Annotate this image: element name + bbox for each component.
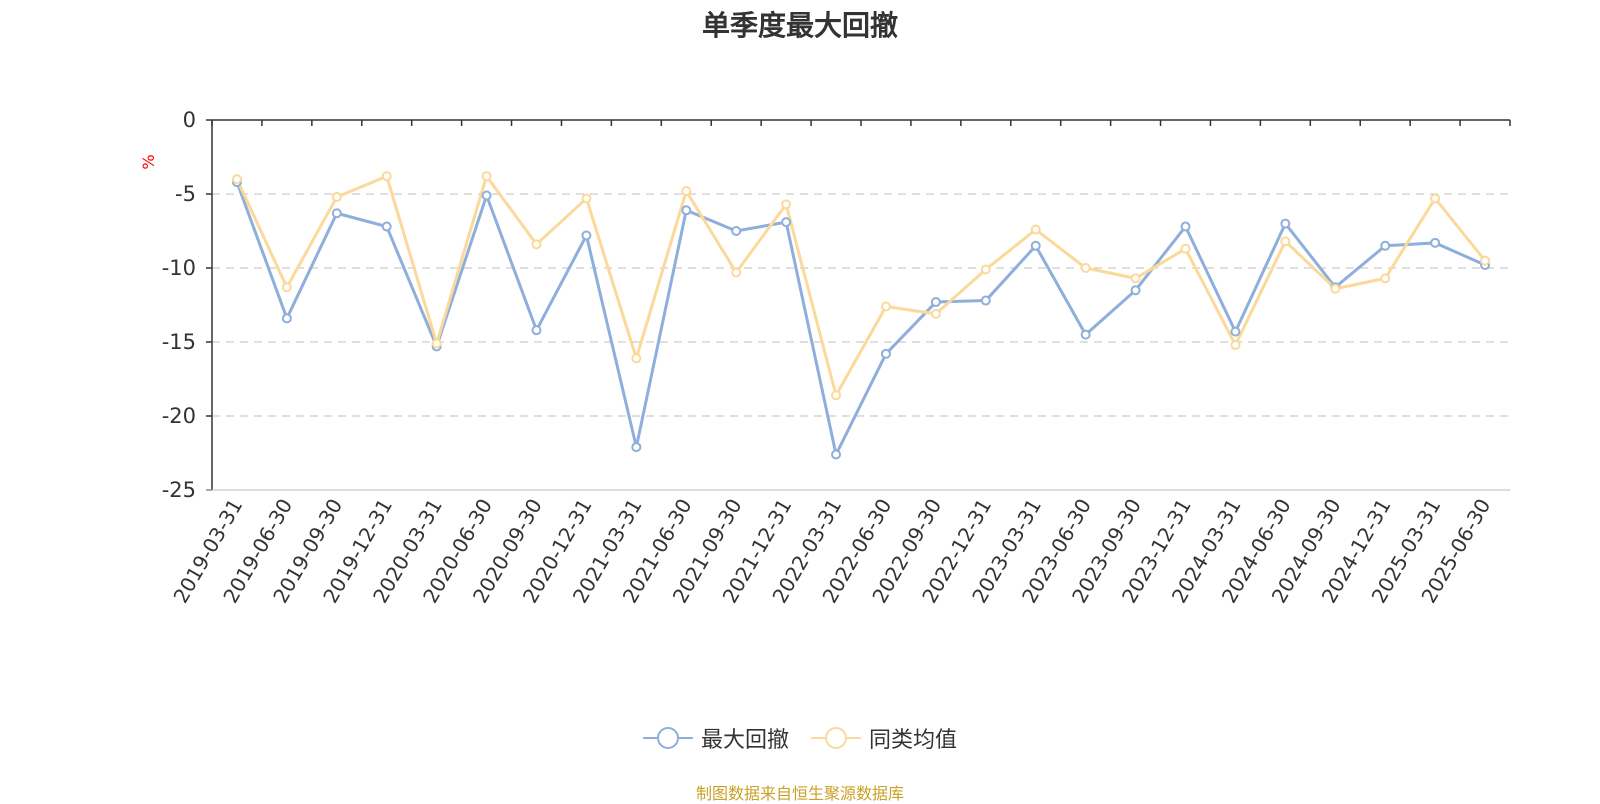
chart-title: 单季度最大回撤 xyxy=(701,9,898,42)
y-tick-label: 0 xyxy=(183,108,196,132)
legend-label-peer-average: 同类均值 xyxy=(869,728,958,753)
legend-item-peer-average[interactable]: 同类均值 xyxy=(811,722,957,754)
data-point xyxy=(831,390,842,401)
data-point xyxy=(781,217,792,228)
data-point xyxy=(481,190,492,201)
y-axis-label: % xyxy=(139,154,158,169)
data-point xyxy=(1430,237,1441,248)
data-point xyxy=(1180,243,1191,254)
legend-marker-peer-average xyxy=(811,727,861,749)
data-point xyxy=(1030,224,1041,235)
series xyxy=(231,171,1491,460)
y-tick-label: -20 xyxy=(162,404,196,428)
y-tick-label: -5 xyxy=(175,182,196,206)
y-tick-label: -25 xyxy=(162,478,196,502)
axes: 0-5-10-15-20-252019-03-312019-06-302019-… xyxy=(162,108,1511,607)
data-point xyxy=(431,338,442,349)
line-chart: 0-5-10-15-20-252019-03-312019-06-302019-… xyxy=(139,108,1511,607)
data-point xyxy=(930,308,941,319)
data-point xyxy=(681,186,692,197)
legend: 最大回撤 同类均值 xyxy=(0,722,1600,754)
data-point xyxy=(531,325,542,336)
data-point xyxy=(281,313,292,324)
data-point xyxy=(731,226,742,236)
data-point xyxy=(1230,326,1241,337)
data-point xyxy=(1130,273,1141,284)
data-point xyxy=(581,230,592,241)
data-point xyxy=(781,199,792,210)
data-point xyxy=(1280,236,1291,247)
legend-item-max-drawdown[interactable]: 最大回撤 xyxy=(642,722,789,754)
data-point xyxy=(631,353,642,364)
series-line-1 xyxy=(235,174,1487,397)
data-point xyxy=(281,282,292,293)
data-point xyxy=(631,442,642,453)
series-line-0 xyxy=(235,181,1486,456)
data-point xyxy=(880,348,891,359)
data-point xyxy=(381,221,392,232)
data-point xyxy=(1180,221,1191,232)
data-point xyxy=(831,449,842,460)
gridlines xyxy=(212,193,1510,417)
legend-label-max-drawdown: 最大回撤 xyxy=(700,728,789,753)
data-point xyxy=(331,191,342,202)
data-source-note: 制图数据来自恒生聚源数据库 xyxy=(695,784,904,803)
data-point xyxy=(481,171,492,182)
data-point xyxy=(1080,329,1091,340)
data-point xyxy=(1430,193,1441,204)
data-point xyxy=(1230,339,1241,350)
data-point xyxy=(231,174,242,185)
legend-marker-max-drawdown xyxy=(642,727,693,749)
data-point xyxy=(531,239,542,250)
data-point xyxy=(731,267,742,278)
data-point xyxy=(581,193,592,204)
y-tick-label: -10 xyxy=(162,256,196,280)
data-point xyxy=(1380,273,1391,284)
data-point xyxy=(980,295,991,306)
data-point xyxy=(930,297,941,308)
data-point xyxy=(880,301,891,312)
y-tick-label: -15 xyxy=(162,330,196,354)
data-point xyxy=(381,171,392,182)
data-point xyxy=(1330,283,1341,294)
data-point xyxy=(1030,240,1041,251)
data-point xyxy=(331,208,342,219)
data-point xyxy=(681,205,692,216)
data-point xyxy=(1280,218,1291,229)
data-point xyxy=(1480,255,1491,266)
data-point xyxy=(1080,263,1091,273)
data-point xyxy=(1380,240,1391,251)
data-point xyxy=(1130,285,1141,296)
data-point xyxy=(980,264,991,275)
